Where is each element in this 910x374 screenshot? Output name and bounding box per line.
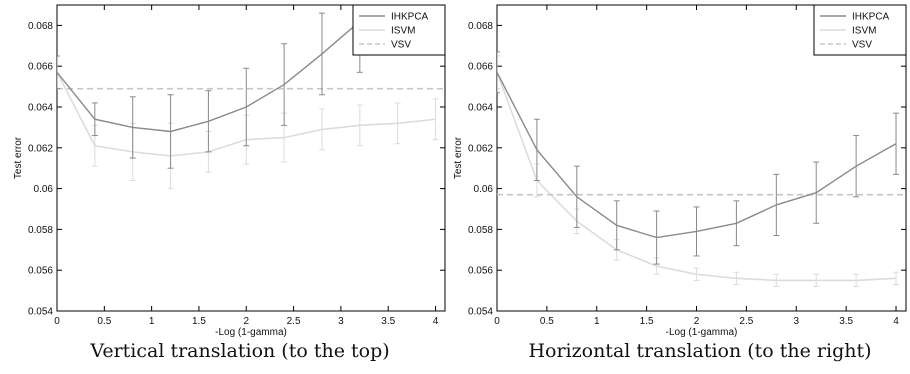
legend-label-isvm: ISVM: [391, 26, 415, 37]
y-tick-label: 0.058: [28, 225, 53, 236]
y-tick-label: 0.056: [468, 266, 493, 277]
y-tick-label: 0.058: [468, 225, 493, 236]
x-tick-label: 1: [149, 316, 155, 327]
x-tick-label: 2: [243, 316, 249, 327]
legend-label-vsv: VSV: [391, 40, 411, 51]
chart-horizontal-translation: 0 0.5 1 1.5 2 2.5 3 3.5 4 0.054 0.056 0.058 0.06 0.06…: [453, 5, 906, 338]
legend-label-ihkpca: IHKPCA: [391, 12, 429, 23]
y-tick-label: 0.068: [468, 21, 493, 32]
x-tick-label: 0: [494, 316, 500, 327]
legend-label-vsv: VSV: [852, 40, 872, 51]
x-tick-label: 3: [793, 316, 799, 327]
legend-label-ihkpca: IHKPCA: [852, 12, 890, 23]
x-tick-label: 0.5: [540, 316, 554, 327]
y-tick-label: 0.06: [34, 184, 54, 195]
legend-label-isvm: ISVM: [852, 26, 876, 37]
x-tick-label: 4: [433, 316, 439, 327]
y-tick-label: 0.068: [28, 21, 53, 32]
x-axis-label: -Log (1-gamma): [215, 327, 287, 338]
y-tick-label: 0.062: [468, 143, 493, 154]
y-tick-label: 0.054: [28, 307, 53, 318]
y-tick-label: 0.056: [28, 266, 53, 277]
y-tick-label: 0.064: [28, 103, 53, 114]
x-tick-label: 1.5: [640, 316, 654, 327]
x-tick-label: 3.5: [381, 316, 395, 327]
caption-horizontal-translation: Horizontal translation (to the right): [490, 340, 910, 362]
y-tick-label: 0.054: [468, 307, 493, 318]
y-axis-label: Test error: [13, 136, 24, 179]
y-tick-label: 0.064: [468, 103, 493, 114]
y-tick-label: 0.066: [468, 62, 493, 73]
x-tick-label: 2.5: [287, 316, 301, 327]
x-tick-label: 3.5: [839, 316, 853, 327]
x-tick-label: 1: [594, 316, 600, 327]
x-tick-label: 4: [893, 316, 899, 327]
legend: IHKPCA ISVM VSV: [814, 5, 906, 55]
x-tick-label: 1.5: [192, 316, 206, 327]
legend: IHKPCA ISVM VSV: [353, 5, 445, 55]
y-tick-label: 0.062: [28, 143, 53, 154]
y-axis-label: Test error: [453, 136, 464, 179]
x-tick-label: 0: [54, 316, 60, 327]
x-axis-label: -Log (1-gamma): [666, 327, 738, 338]
x-tick-label: 2: [694, 316, 700, 327]
x-tick-label: 2.5: [739, 316, 753, 327]
y-tick-label: 0.06: [474, 184, 494, 195]
x-tick-label: 0.5: [97, 316, 111, 327]
chart-vertical-translation: 0 0.5 1 1.5 2 2.5 3 3.5 4 0.054 0.056 0.058 0.06 0.06…: [13, 0, 445, 338]
y-tick-label: 0.066: [28, 62, 53, 73]
x-tick-label: 3: [338, 316, 344, 327]
caption-vertical-translation: Vertical translation (to the top): [40, 340, 440, 362]
